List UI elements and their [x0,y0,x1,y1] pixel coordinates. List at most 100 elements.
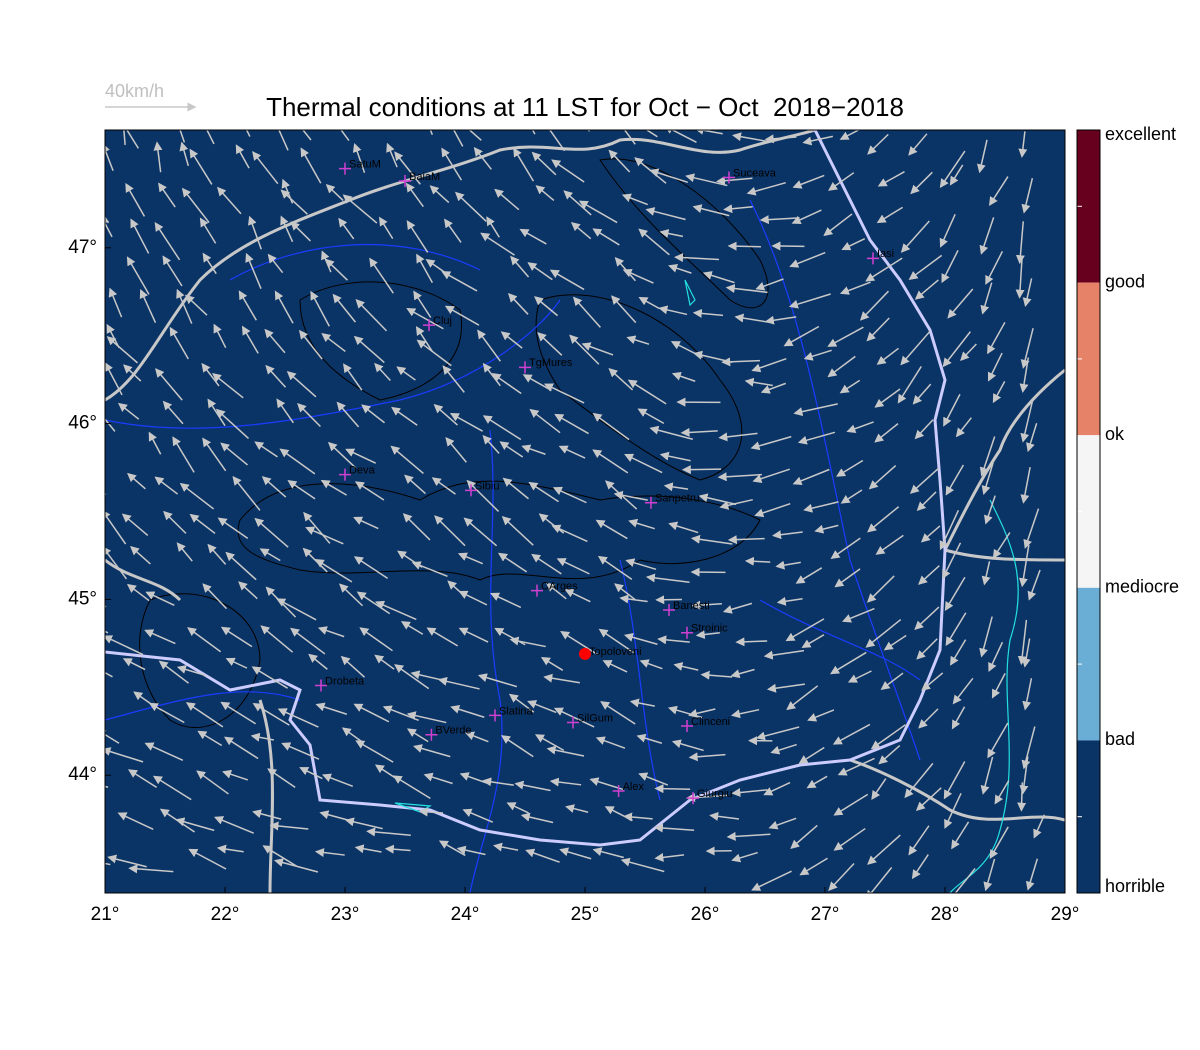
wind-arrow [525,848,560,863]
x-tick-label: 28° [931,904,960,925]
wind-arrow [507,292,529,315]
wind-arrow [645,207,686,221]
wind-arrow [760,382,787,394]
wind-arrow [468,130,482,141]
wind-arrow [622,268,654,284]
wind-arrow [944,792,962,829]
wind-arrow [645,130,658,138]
wind-arrow [144,629,176,645]
highlight-label: Topoloveni [589,646,642,658]
wind-arrow [126,130,140,149]
wind-arrow [955,417,972,438]
wind-arrow [341,727,364,743]
wind-arrow [213,323,227,349]
wind-arrow [549,130,566,152]
wind-arrow [531,151,557,176]
wind-arrow [245,130,251,137]
wind-arrow [125,182,146,217]
x-tick-label: 26° [691,904,720,925]
wind-arrow [802,135,834,146]
wind-arrow [442,365,465,393]
city-marker [612,785,625,798]
wind-arrow [514,780,551,792]
wind-arrow [874,423,899,443]
wind-arrow [260,625,294,653]
wind-arrow [220,626,253,648]
colorbar: excellent good ok mediocre bad horrible [1076,124,1179,896]
wind-arrow [674,253,720,263]
wind-arrow [914,606,940,631]
wind-arrow [613,490,648,501]
colorbar-label: bad [1105,729,1135,749]
wind-arrow [144,742,184,761]
city-marker [663,603,675,616]
wind-arrow [814,524,839,534]
wind-arrow [521,444,546,455]
wind-arrow [914,419,934,440]
wind-arrow [716,176,753,186]
wind-arrow [611,295,637,324]
wind-arrow [123,130,126,145]
wind-arrow [325,258,348,281]
wind-arrow [910,171,933,195]
wind-arrow [657,635,690,645]
wind-arrow [914,279,939,300]
wind-arrow [837,757,875,776]
wind-arrow [833,827,866,851]
wind-arrow [217,844,244,854]
wind-arrow [798,746,825,764]
wind-arrow [636,733,663,744]
wind-arrow [449,412,484,432]
wind-arrow [592,449,629,474]
wind-arrow [508,693,535,713]
wind-arrow [477,329,501,362]
x-tick-label: 25° [571,904,600,925]
wind-arrow [225,551,257,581]
wind-arrow [744,377,773,387]
wind-arrow [354,481,385,501]
wind-arrow [206,130,215,145]
wind-arrow [949,164,964,186]
wind-arrow [621,193,648,206]
wind-arrow [390,445,424,474]
wind-arrow [355,740,394,763]
wind-arrow [406,711,447,724]
wind-arrow [423,772,453,785]
wind-arrow [725,284,768,294]
wind-arrow [1020,327,1034,369]
wind-arrow [441,271,478,292]
wind-arrow [553,707,595,728]
wind-arrow [425,259,446,274]
wind-arrow [570,221,592,240]
wind-arrow [874,388,901,408]
city-marker [723,171,735,184]
wind-arrow [405,182,424,208]
wind-arrow [629,698,655,708]
wind-arrow [908,254,943,280]
wind-arrow [763,649,805,660]
wind-arrow [771,241,805,251]
wind-arrow [394,151,421,185]
wind-arrow [506,802,529,814]
wind-arrow [981,462,994,495]
wind-arrow [756,726,800,741]
city-marker [867,252,879,265]
city-label: Clinceni [691,716,730,728]
wind-arrow [267,253,284,274]
wind-arrow [727,241,761,251]
wind-arrow [498,552,528,573]
wind-arrow [130,546,151,565]
wind-arrow [598,628,635,654]
wind-arrow [653,823,695,833]
wind-arrow [355,299,388,332]
y-tick-label: 44° [68,764,97,785]
wind-arrow [793,403,838,417]
wind-arrow [148,431,162,455]
wind-arrow [392,775,431,800]
wind-arrow [763,781,791,796]
wind-arrow [169,326,189,360]
wind-arrow [785,618,825,642]
wind-arrow [216,186,242,215]
wind-arrow [105,509,127,545]
